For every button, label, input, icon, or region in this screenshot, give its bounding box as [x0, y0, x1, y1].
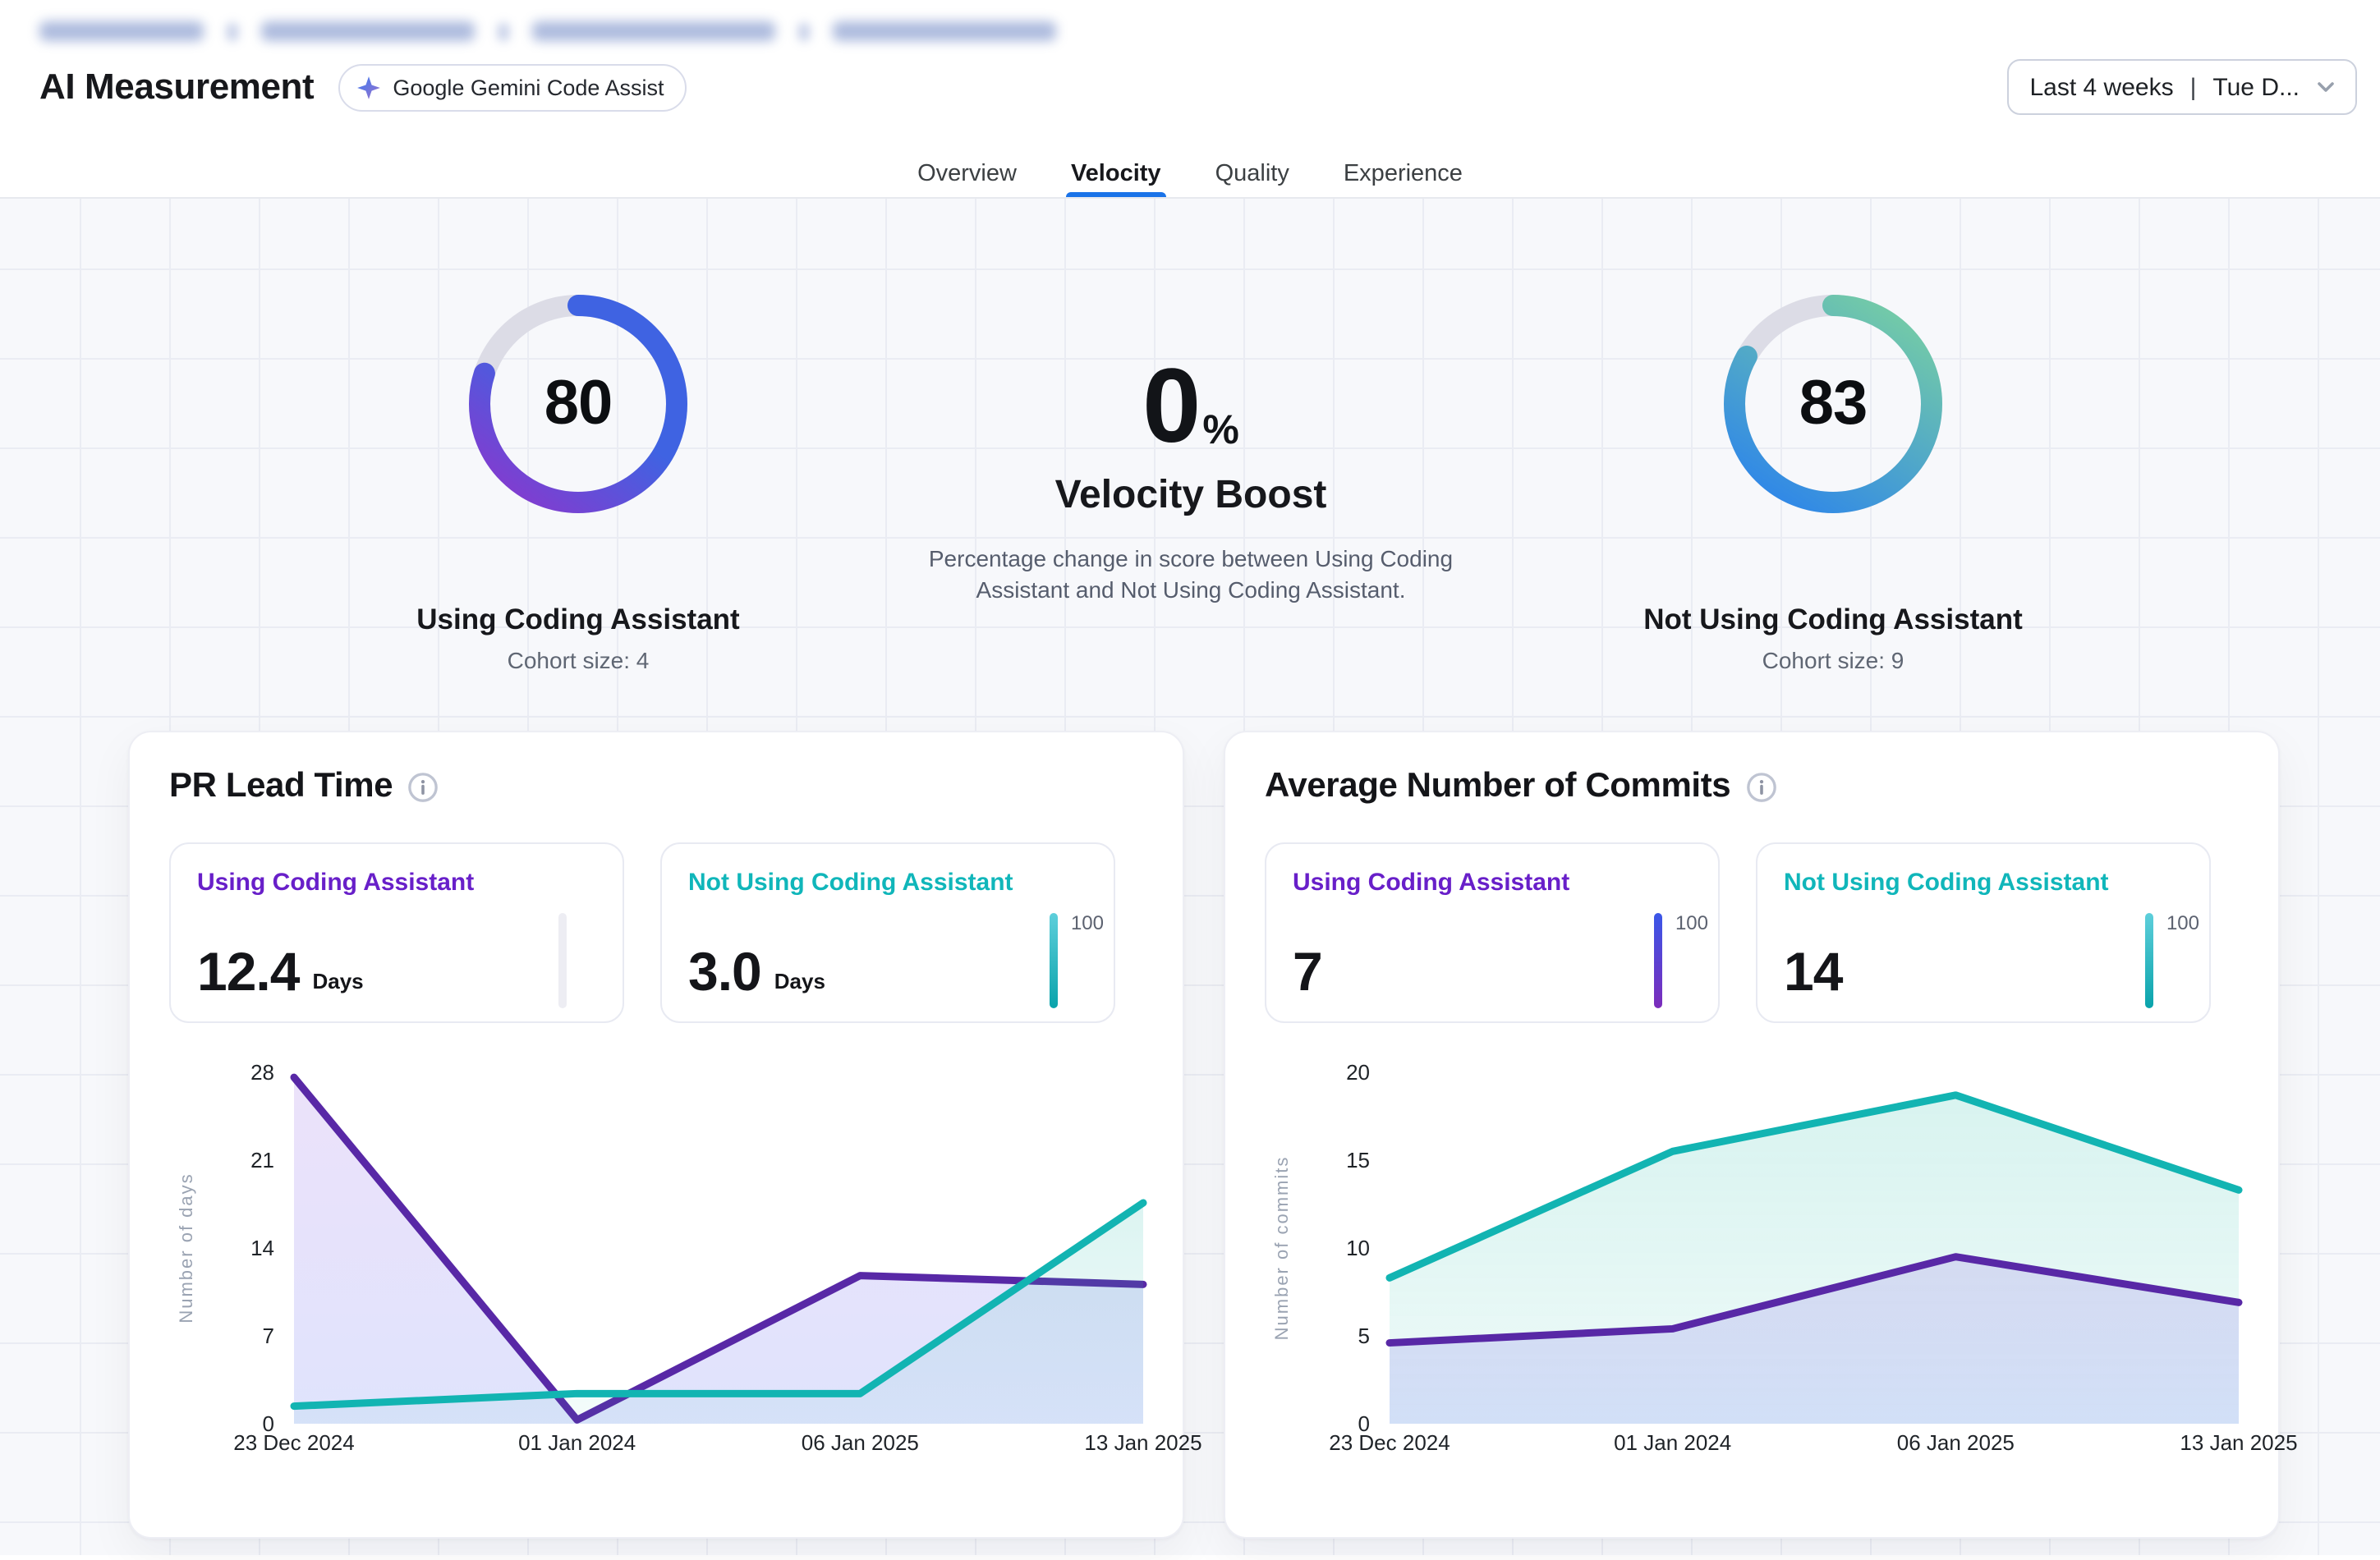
tab-velocity[interactable]: Velocity [1065, 131, 1166, 197]
gauge-using-assistant: 80 Using Coding Assistant Cohort size: 4 [332, 281, 825, 673]
mini-score-bar [1050, 913, 1058, 1008]
svg-text:Number of commits: Number of commits [1271, 1156, 1292, 1341]
tab-experience[interactable]: Experience [1339, 131, 1468, 197]
mini-score-bar [1654, 913, 1662, 1008]
stat-value: 12.4 [197, 941, 300, 1002]
svg-text:01 Jan 2024: 01 Jan 2024 [1614, 1430, 1731, 1455]
breadcrumb-segment-redacted[interactable] [39, 21, 204, 41]
stat-value: 3.0 [688, 941, 762, 1002]
top-bar: AI Measurement Google Gemini Code Assist… [0, 0, 2380, 131]
breadcrumb-separator [798, 22, 810, 40]
svg-text:Number of days: Number of days [176, 1172, 196, 1323]
stat-label: Not Using Coding Assistant [688, 869, 1013, 897]
chevron-down-icon [2313, 74, 2339, 100]
svg-text:14: 14 [250, 1236, 274, 1260]
svg-text:0: 0 [263, 1411, 274, 1436]
gauge-arc [1724, 295, 1942, 513]
date-range-divider: | [2189, 73, 2197, 101]
breadcrumb-segment-redacted[interactable] [833, 21, 1056, 41]
gauge-ring [1724, 295, 1942, 513]
pr-lead-time-card: PR Lead Time Using Coding Assistant 12.4… [128, 731, 1202, 1539]
svg-text:10: 10 [1346, 1236, 1370, 1260]
svg-text:23 Dec 2024: 23 Dec 2024 [1329, 1430, 1450, 1455]
mini-score-bar [2145, 913, 2153, 1008]
tab-bar: Overview Velocity Quality Experience [0, 131, 2380, 199]
page-title: AI Measurement [39, 66, 315, 107]
date-range-value: Last 4 weeks [2029, 73, 2174, 101]
card-title: Average Number of Commits [1265, 767, 1731, 805]
gauge-cohort-size: Cohort size: 4 [507, 647, 650, 673]
breadcrumb-segment-redacted[interactable] [532, 21, 775, 41]
gauge-label: Not Using Coding Assistant [1643, 603, 2023, 635]
svg-text:28: 28 [250, 1060, 274, 1085]
boost-title: Velocity Boost [1054, 473, 1327, 517]
tab-quality[interactable]: Quality [1211, 131, 1294, 197]
avg-commits-chart: 0 5 10 15 20 23 Dec 2024 01 Jan 2024 06 Jan 202… [1271, 1060, 2298, 1455]
stat-not-using-assistant: Not Using Coding Assistant 14 100 [1756, 842, 2211, 1023]
boost-value: 0 [1142, 346, 1201, 465]
tab-overview[interactable]: Overview [912, 131, 1022, 197]
svg-text:06 Jan 2025: 06 Jan 2025 [802, 1430, 919, 1455]
velocity-boost-metric: 0 % Velocity Boost Percentage change in … [805, 353, 1577, 606]
stat-label: Using Coding Assistant [1293, 869, 1570, 897]
date-range-detail: Tue D... [2212, 73, 2300, 101]
svg-text:21: 21 [250, 1148, 274, 1172]
stat-not-using-assistant: Not Using Coding Assistant 3.0 Days 100 [660, 842, 1115, 1023]
breadcrumb-separator [227, 22, 238, 40]
breadcrumb-segment-redacted[interactable] [261, 21, 475, 41]
gauge-ring [469, 295, 687, 513]
stat-using-assistant: Using Coding Assistant 7 100 [1265, 842, 1720, 1023]
gauge-not-using-assistant: 83 Not Using Coding Assistant Cohort siz… [1587, 281, 2079, 673]
velocity-panel: 80 Using Coding Assistant Cohort size: 4… [0, 199, 2380, 1555]
svg-text:15: 15 [1346, 1148, 1370, 1172]
info-icon[interactable] [407, 771, 439, 802]
gauge-label: Using Coding Assistant [416, 603, 740, 635]
svg-text:0: 0 [1358, 1411, 1370, 1436]
breadcrumb [0, 0, 2380, 46]
breadcrumb-separator [498, 22, 509, 40]
info-icon[interactable] [1745, 771, 1776, 802]
product-badge: Google Gemini Code Assist [338, 63, 687, 111]
bar-max-label: 100 [2166, 911, 2199, 934]
svg-text:01 Jan 2024: 01 Jan 2024 [518, 1430, 636, 1455]
stat-using-assistant: Using Coding Assistant 12.4 Days [169, 842, 624, 1023]
gauge-arc [469, 295, 687, 513]
mini-score-bar [558, 913, 567, 1008]
avg-commits-card: Average Number of Commits Using Coding A… [1224, 731, 2298, 1539]
svg-text:06 Jan 2025: 06 Jan 2025 [1897, 1430, 2015, 1455]
svg-text:13 Jan 2025: 13 Jan 2025 [1084, 1430, 1201, 1455]
date-range-select[interactable]: Last 4 weeks | Tue D... [2006, 59, 2357, 115]
stat-unit: Days [774, 969, 825, 993]
stat-value: 14 [1784, 941, 1843, 1002]
bar-max-label: 100 [1675, 911, 1708, 934]
card-title: PR Lead Time [169, 767, 393, 805]
stat-label: Using Coding Assistant [197, 869, 475, 897]
boost-unit: % [1202, 407, 1239, 453]
svg-text:13 Jan 2025: 13 Jan 2025 [2180, 1430, 2297, 1455]
svg-text:20: 20 [1346, 1060, 1370, 1085]
svg-text:5: 5 [1358, 1324, 1370, 1348]
stat-value: 7 [1293, 941, 1323, 1002]
product-badge-label: Google Gemini Code Assist [393, 75, 664, 99]
pr-lead-time-chart: 0 7 14 21 28 23 Dec 2024 01 Jan 2024 06 Jan 202… [176, 1060, 1202, 1455]
gauge-cohort-size: Cohort size: 9 [1762, 647, 1904, 673]
gemini-star-icon [356, 75, 381, 99]
gauge-value: 80 [544, 369, 613, 438]
svg-text:23 Dec 2024: 23 Dec 2024 [233, 1430, 354, 1455]
svg-text:7: 7 [263, 1324, 274, 1348]
bar-max-label: 100 [1070, 911, 1104, 934]
gauge-value: 83 [1799, 369, 1868, 438]
stat-label: Not Using Coding Assistant [1784, 869, 2109, 897]
stat-unit: Days [312, 969, 364, 993]
boost-description: Percentage change in score between Using… [928, 545, 1454, 603]
